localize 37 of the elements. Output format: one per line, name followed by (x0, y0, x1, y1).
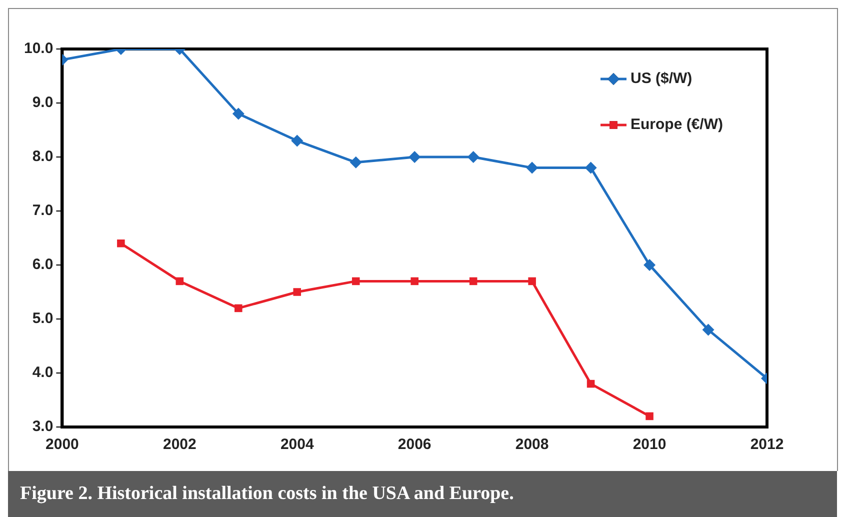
y-tick-label: 6.0 (32, 256, 54, 274)
point (644, 259, 656, 271)
point (234, 304, 242, 312)
y-tick-label: 9.0 (32, 94, 54, 112)
point (232, 108, 244, 120)
x-tick-label: 2000 (46, 436, 79, 454)
point (176, 277, 184, 286)
point (526, 162, 538, 174)
y-tick-label: 8.0 (32, 148, 54, 166)
y-tick-label: 3.0 (32, 418, 54, 436)
y-tick-label: 5.0 (32, 310, 54, 328)
y-tick-label: 10.0 (24, 40, 54, 58)
point (117, 240, 125, 248)
point (467, 151, 480, 163)
point (293, 288, 302, 296)
point (586, 380, 595, 388)
point (469, 277, 478, 286)
legend-label: US ($/W) (630, 70, 692, 88)
point (584, 162, 597, 174)
point (352, 277, 360, 286)
point (702, 324, 714, 336)
x-tick-label: 2012 (750, 436, 784, 454)
x-tick-label: 2006 (398, 436, 432, 454)
legend-label: Europe (€/W) (630, 116, 724, 134)
point (646, 412, 654, 420)
point (408, 151, 421, 163)
point (350, 156, 362, 168)
y-tick-label: 4.0 (32, 364, 54, 382)
caption: Figure 2. Historical installation costs in the USA and Europe. (8, 471, 837, 517)
x-tick-label: 2008 (515, 436, 549, 454)
x-tick-label: 2010 (632, 436, 666, 454)
point (291, 134, 304, 147)
x-tick-label: 2004 (280, 436, 314, 454)
y-tick-label: 7.0 (32, 202, 54, 220)
x-tick-label: 2002 (162, 436, 196, 454)
point (528, 277, 536, 286)
point (410, 277, 418, 286)
